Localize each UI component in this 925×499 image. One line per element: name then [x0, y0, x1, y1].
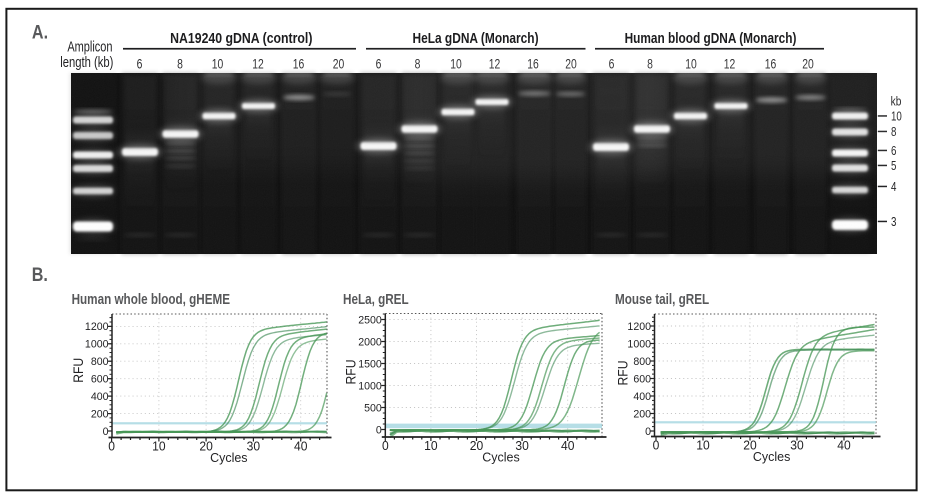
svg-text:400: 400 [633, 391, 651, 403]
svg-text:40: 40 [561, 438, 574, 452]
svg-text:1000: 1000 [358, 380, 382, 392]
svg-text:500: 500 [364, 402, 382, 414]
svg-text:1000: 1000 [85, 339, 109, 351]
svg-text:1200: 1200 [85, 321, 109, 333]
svg-text:20: 20 [743, 438, 756, 452]
svg-text:RFU: RFU [70, 358, 86, 383]
svg-text:0: 0 [653, 438, 660, 452]
svg-text:20: 20 [333, 56, 345, 72]
svg-text:A.: A. [32, 21, 48, 43]
svg-text:0: 0 [108, 439, 115, 453]
svg-text:Cycles: Cycles [210, 450, 247, 465]
svg-text:10: 10 [152, 439, 165, 453]
svg-text:400: 400 [91, 391, 109, 403]
svg-text:16: 16 [293, 56, 305, 72]
svg-text:Cycles: Cycles [753, 449, 790, 464]
svg-text:8: 8 [177, 56, 183, 72]
svg-text:Amplicon: Amplicon [67, 38, 112, 55]
svg-text:Human whole blood, gHEME: Human whole blood, gHEME [72, 291, 230, 308]
svg-text:Cycles: Cycles [482, 449, 519, 464]
svg-text:40: 40 [294, 439, 307, 453]
svg-text:1000: 1000 [627, 338, 651, 350]
svg-text:20: 20 [199, 439, 212, 453]
svg-text:2000: 2000 [358, 336, 382, 348]
svg-text:4: 4 [891, 181, 897, 195]
svg-text:1500: 1500 [358, 358, 382, 370]
svg-text:2500: 2500 [358, 314, 382, 326]
svg-text:0: 0 [382, 438, 389, 452]
svg-text:NA19240 gDNA (control): NA19240 gDNA (control) [170, 30, 312, 46]
svg-text:600: 600 [91, 374, 109, 386]
svg-text:length (kb): length (kb) [60, 53, 113, 70]
svg-text:30: 30 [247, 439, 260, 453]
svg-text:1200: 1200 [627, 321, 651, 333]
svg-text:20: 20 [470, 438, 483, 452]
svg-text:800: 800 [91, 356, 109, 368]
svg-text:40: 40 [837, 438, 850, 452]
svg-text:10: 10 [696, 438, 709, 452]
svg-text:B.: B. [32, 264, 48, 286]
svg-text:Human blood gDNA (Monarch): Human blood gDNA (Monarch) [625, 29, 797, 46]
svg-text:6: 6 [137, 56, 143, 72]
svg-text:0: 0 [376, 424, 382, 436]
svg-text:10: 10 [424, 438, 437, 452]
svg-text:10: 10 [212, 56, 224, 72]
svg-text:800: 800 [633, 356, 651, 368]
svg-text:600: 600 [633, 373, 651, 385]
svg-text:12: 12 [252, 56, 264, 72]
svg-text:RFU: RFU [343, 359, 359, 384]
svg-text:Mouse tail, gREL: Mouse tail, gREL [615, 291, 709, 308]
svg-text:0: 0 [103, 426, 109, 438]
svg-text:6: 6 [376, 56, 382, 72]
svg-text:HeLa gDNA (Monarch): HeLa gDNA (Monarch) [412, 30, 538, 47]
svg-text:HeLa, gREL: HeLa, gREL [343, 291, 409, 308]
svg-text:RFU: RFU [615, 360, 631, 385]
svg-text:3: 3 [891, 216, 896, 230]
svg-text:200: 200 [633, 408, 651, 420]
svg-text:0: 0 [645, 426, 651, 438]
svg-text:30: 30 [515, 438, 528, 452]
svg-text:200: 200 [91, 408, 109, 420]
svg-text:30: 30 [790, 438, 803, 452]
